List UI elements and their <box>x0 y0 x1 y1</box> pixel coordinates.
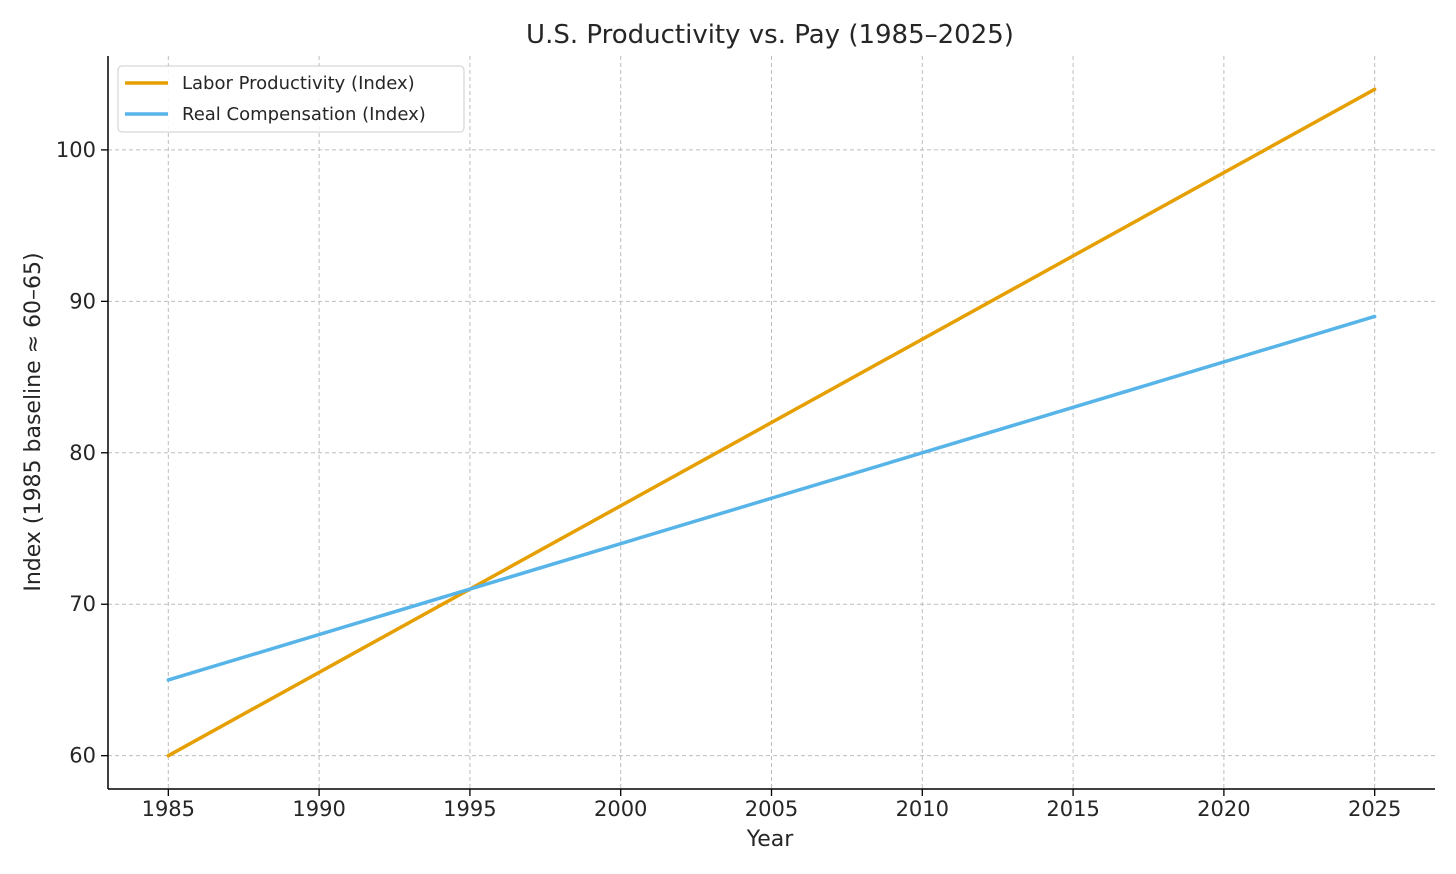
x-axis-label: Year <box>746 827 795 852</box>
series-line-real-compensation <box>166 314 1377 682</box>
y-tick-label: 60 <box>69 744 96 768</box>
legend-label: Labor Productivity (Index) <box>182 73 415 94</box>
x-tick-label: 1990 <box>292 797 345 821</box>
x-tick-label: 2025 <box>1348 797 1401 821</box>
legend-box <box>117 65 465 133</box>
series-line-labor-productivity <box>166 87 1377 758</box>
y-tick-label: 100 <box>56 138 96 162</box>
x-tick-label: 2000 <box>594 797 647 821</box>
y-tick-label: 70 <box>69 592 96 616</box>
y-axis-label: Index (1985 baseline ≈ 60–65) <box>21 252 46 591</box>
legend: Labor Productivity (Index) Real Compensat… <box>117 65 465 133</box>
y-tick-label: 80 <box>69 441 96 465</box>
x-tick-label: 1985 <box>142 797 195 821</box>
x-ticks: 1985 1990 1995 2000 2005 2010 2015 2020 2025 <box>142 789 1401 821</box>
x-tick-label: 2020 <box>1197 797 1250 821</box>
x-tick-label: 2015 <box>1046 797 1099 821</box>
legend-label: Real Compensation (Index) <box>182 104 426 125</box>
series-layer <box>166 87 1377 758</box>
y-tick-label: 90 <box>69 289 96 313</box>
x-tick-label: 1995 <box>443 797 496 821</box>
x-tick-label: 2005 <box>745 797 798 821</box>
chart-title: U.S. Productivity vs. Pay (1985–2025) <box>526 20 1014 50</box>
y-ticks: 60 70 80 90 100 <box>56 138 108 768</box>
x-tick-label: 2010 <box>896 797 949 821</box>
